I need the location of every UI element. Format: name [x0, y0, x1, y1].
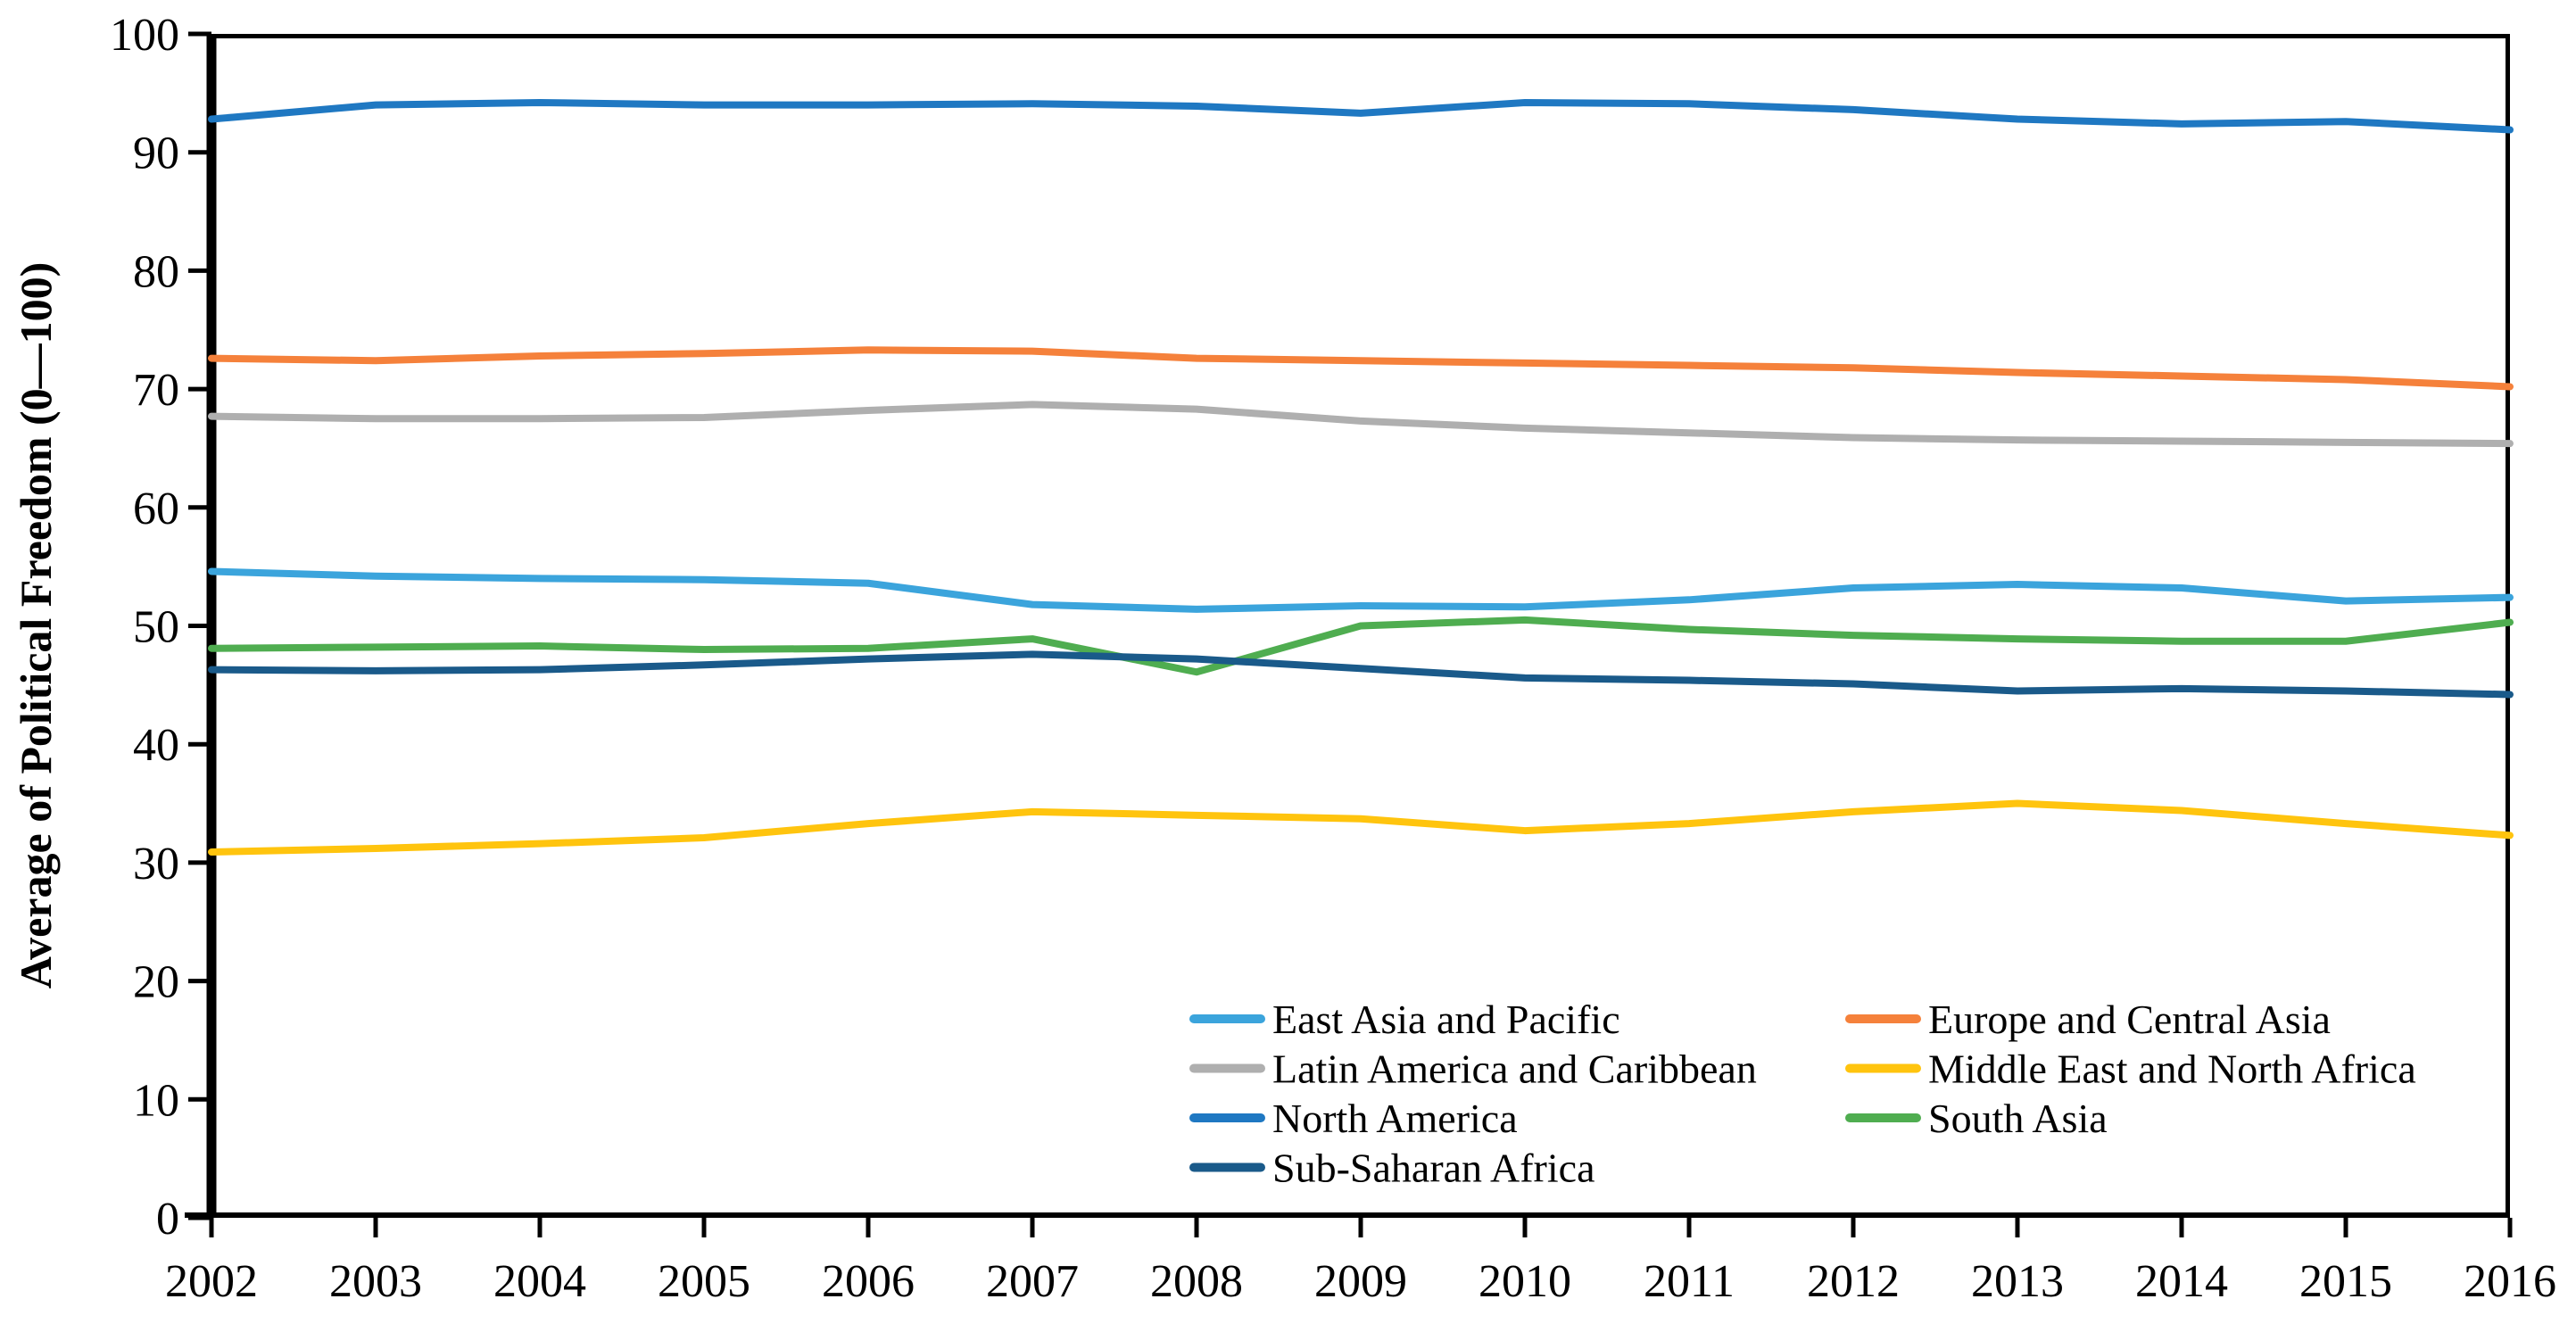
x-tick-label: 2010	[1479, 1256, 1571, 1307]
legend-swatch-east-asia-and-pacific	[1189, 1014, 1265, 1023]
x-tick-label: 2009	[1314, 1256, 1407, 1307]
y-tick-label: 90	[133, 128, 179, 179]
y-tick-label: 100	[110, 10, 179, 61]
y-tick-label: 60	[133, 484, 179, 534]
x-tick-label: 2003	[329, 1256, 422, 1307]
x-tick-label: 2015	[2299, 1256, 2392, 1307]
legend-swatch-south-asia	[1845, 1113, 1921, 1122]
series-line-latin-america-and-caribbean	[208, 401, 2514, 448]
y-tick-label: 40	[133, 720, 179, 771]
x-tick-label: 2011	[1644, 1256, 1735, 1307]
x-tick-label: 2008	[1150, 1256, 1243, 1307]
series-line-south-asia	[208, 616, 2514, 676]
series-line-europe-and-central-asia	[208, 346, 2514, 391]
legend-label-europe-and-central-asia: Europe and Central Asia	[1928, 997, 2331, 1042]
legend-swatch-middle-east-and-north-africa	[1845, 1063, 1921, 1073]
y-tick-label: 20	[133, 957, 179, 1008]
x-tick-label: 2014	[2135, 1256, 2228, 1307]
legend-swatch-latin-america-and-caribbean	[1189, 1063, 1265, 1073]
series-line-middle-east-and-north-africa	[208, 799, 2514, 856]
legend-label-middle-east-and-north-africa: Middle East and North Africa	[1928, 1047, 2416, 1092]
legend-swatch-europe-and-central-asia	[1845, 1014, 1921, 1023]
y-tick-label: 10	[133, 1075, 179, 1126]
x-tick-label: 2005	[658, 1256, 750, 1307]
y-tick-label: 30	[133, 839, 179, 889]
legend-label-north-america: North America	[1272, 1096, 1518, 1141]
legend-label-east-asia-and-pacific: East Asia and Pacific	[1272, 997, 1620, 1042]
series-line-north-america	[208, 98, 2514, 134]
series-line-east-asia-and-pacific	[208, 567, 2514, 613]
x-tick-label: 2012	[1807, 1256, 1900, 1307]
x-tick-label: 2006	[822, 1256, 915, 1307]
y-tick-label: 0	[156, 1194, 179, 1245]
y-tick-label: 70	[133, 365, 179, 416]
legend-swatch-sub-saharan-africa	[1189, 1162, 1265, 1172]
y-tick-label: 80	[133, 246, 179, 297]
legend-label-south-asia: South Asia	[1928, 1096, 2108, 1141]
x-tick-label: 2016	[2464, 1256, 2556, 1307]
x-tick-label: 2007	[986, 1256, 1079, 1307]
legend-label-latin-america-and-caribbean: Latin America and Caribbean	[1272, 1047, 1757, 1092]
legend-swatch-north-america	[1189, 1113, 1265, 1122]
y-axis-title: Average of Political Freedom (0—100)	[11, 261, 61, 989]
x-tick-label: 2002	[165, 1256, 258, 1307]
y-tick-label: 50	[133, 602, 179, 653]
legend-label-sub-saharan-africa: Sub-Saharan Africa	[1272, 1146, 1595, 1191]
series-line-sub-saharan-africa	[208, 650, 2514, 699]
x-tick-label: 2013	[1971, 1256, 2064, 1307]
x-tick-label: 2004	[493, 1256, 586, 1307]
